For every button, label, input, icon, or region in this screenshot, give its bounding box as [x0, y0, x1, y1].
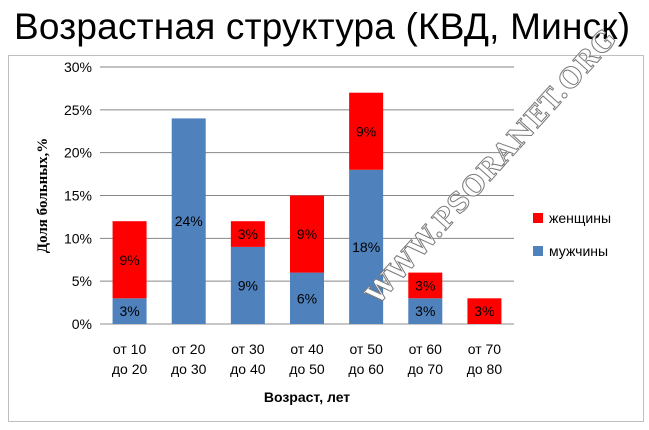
data-label: 3%: [415, 277, 435, 293]
x-tick-label: от 60: [409, 341, 443, 357]
y-axis-label: Доля больных,%: [35, 138, 51, 253]
bar-men: [349, 169, 384, 324]
data-label: 3%: [119, 303, 139, 319]
data-label: 6%: [297, 290, 317, 306]
data-label: 9%: [119, 252, 139, 268]
legend-swatch: [533, 213, 543, 223]
x-axis-label: Возраст, лет: [264, 389, 350, 405]
x-tick-label: до 50: [289, 361, 325, 377]
bar-men: [290, 272, 324, 324]
data-label: 9%: [356, 123, 376, 139]
bar-women: [467, 298, 502, 324]
data-label: 3%: [238, 226, 258, 242]
x-tick-label: от 20: [172, 341, 206, 357]
data-label: 18%: [352, 239, 380, 255]
bar-men: [408, 298, 443, 324]
data-label: 3%: [415, 303, 435, 319]
data-label: 9%: [238, 277, 258, 293]
legend-label: мужчины: [549, 243, 608, 259]
bar-men: [112, 298, 147, 324]
bar-women: [408, 272, 443, 299]
bar-women: [230, 221, 265, 247]
x-tick-label: от 40: [290, 341, 324, 357]
x-tick-label: до 20: [112, 361, 148, 377]
x-tick-label: до 60: [348, 361, 384, 377]
y-tick-label: 30%: [64, 59, 92, 75]
x-tick-label: от 70: [468, 341, 502, 357]
y-tick-label: 5%: [72, 273, 92, 289]
data-label: 3%: [474, 303, 494, 319]
x-tick-label: от 50: [349, 341, 383, 357]
x-tick-label: до 30: [171, 361, 207, 377]
x-tick-label: от 30: [231, 341, 265, 357]
y-tick-label: 20%: [64, 145, 92, 161]
bar-women: [290, 195, 324, 273]
data-label: 9%: [297, 226, 317, 242]
chart-title: Возрастная структура (КВД, Минск): [14, 6, 631, 47]
y-tick-label: 25%: [64, 102, 92, 118]
data-label: 24%: [175, 213, 203, 229]
legend-label: женщины: [549, 210, 611, 226]
y-tick-label: 15%: [64, 188, 92, 204]
legend-swatch: [533, 246, 543, 256]
bar-men: [171, 118, 206, 325]
y-tick-label: 10%: [64, 230, 92, 246]
x-tick-label: до 40: [230, 361, 266, 377]
y-tick-label: 0%: [72, 316, 92, 332]
bar-men: [230, 246, 265, 324]
x-tick-label: от 10: [113, 341, 147, 357]
chart-area: [8, 55, 644, 422]
bar-women: [112, 221, 147, 299]
bar-women: [349, 92, 384, 170]
x-tick-label: до 80: [467, 361, 503, 377]
x-tick-label: до 70: [408, 361, 444, 377]
